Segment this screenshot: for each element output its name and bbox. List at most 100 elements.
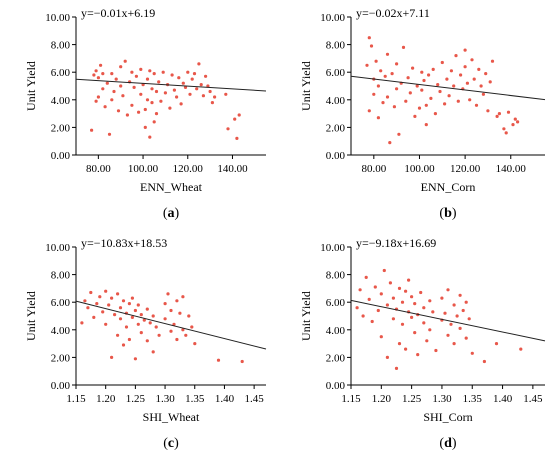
- panel-c: 0.00 2.00 4.00 6.00 8.00 10.00 1.15 1.20 1.25 1.3…: [24, 236, 267, 451]
- y-tick-label: 10.00: [320, 12, 345, 24]
- data-point: [355, 306, 359, 310]
- data-point: [425, 339, 429, 343]
- data-point: [130, 103, 134, 107]
- data-point: [118, 317, 123, 321]
- y-tick-label: 8.00: [326, 270, 346, 282]
- data-point: [163, 317, 167, 321]
- x-tick-label: 80.00: [86, 163, 111, 175]
- data-point: [150, 101, 154, 105]
- data-point: [192, 72, 197, 76]
- x-tick-label: 140.00: [217, 163, 248, 175]
- data-point: [163, 91, 167, 95]
- data-point: [204, 74, 208, 78]
- data-point: [458, 293, 462, 297]
- data-point: [101, 87, 105, 91]
- data-point: [411, 66, 415, 70]
- y-tick-label: 2.00: [326, 352, 346, 364]
- data-point: [193, 342, 197, 346]
- data-point: [482, 359, 486, 364]
- data-point: [121, 343, 126, 347]
- y-tick-label: 2.00: [51, 122, 71, 134]
- data-point: [422, 306, 426, 310]
- y-tick-label: 8.00: [51, 40, 71, 52]
- data-point: [397, 342, 402, 346]
- data-point: [434, 348, 438, 353]
- data-point: [83, 299, 87, 303]
- y-tick-label: 8.00: [51, 270, 71, 282]
- data-point: [463, 65, 467, 69]
- data-point: [110, 355, 114, 359]
- data-point: [95, 302, 99, 306]
- data-point: [143, 107, 147, 112]
- data-point: [468, 98, 472, 102]
- data-point: [124, 325, 129, 329]
- panel-a: 0.00 2.00 4.00 6.00 8.00 10.00 80.00 100.00 120.…: [24, 6, 267, 221]
- data-point: [157, 80, 161, 84]
- data-point: [440, 296, 444, 300]
- data-point: [463, 48, 467, 52]
- data-point: [134, 74, 138, 78]
- data-point: [101, 72, 105, 76]
- data-point: [361, 314, 365, 318]
- data-point: [449, 322, 453, 326]
- data-point: [379, 335, 383, 339]
- data-point: [443, 311, 447, 315]
- data-point: [370, 319, 374, 324]
- data-point: [422, 78, 426, 83]
- data-point: [208, 89, 212, 94]
- data-point: [197, 62, 201, 66]
- data-point: [364, 275, 368, 279]
- data-point: [92, 315, 96, 319]
- data-point: [148, 69, 152, 73]
- data-point: [465, 81, 469, 85]
- data-point: [139, 313, 143, 317]
- x-tick-label: 1.15: [66, 393, 86, 405]
- data-point: [170, 73, 174, 77]
- data-point: [80, 321, 84, 325]
- data-point: [464, 336, 468, 340]
- y-tick-label: 6.00: [326, 67, 346, 79]
- data-point: [392, 105, 396, 109]
- data-point: [504, 131, 508, 135]
- data-point: [488, 80, 492, 84]
- data-point: [136, 322, 140, 326]
- y-tick-label: 10.00: [45, 12, 70, 24]
- data-point: [470, 351, 474, 355]
- panel-caption: (d): [439, 436, 456, 451]
- data-point: [458, 326, 462, 330]
- x-tick-label: 100.00: [128, 163, 159, 175]
- data-point: [107, 303, 111, 307]
- data-point: [172, 322, 176, 326]
- data-point: [367, 109, 371, 113]
- y-tick-label: 6.00: [51, 297, 71, 309]
- data-point: [424, 103, 428, 107]
- data-point: [394, 366, 399, 370]
- x-tick-label: 1.15: [341, 393, 361, 405]
- data-point: [397, 132, 401, 136]
- data-point: [216, 358, 221, 362]
- data-point: [385, 303, 389, 307]
- data-point: [470, 58, 474, 62]
- data-point: [445, 77, 449, 81]
- data-point: [190, 325, 194, 329]
- data-point: [419, 290, 423, 295]
- data-point: [148, 321, 152, 325]
- data-point: [110, 296, 114, 300]
- data-point: [154, 112, 159, 116]
- data-point: [358, 288, 362, 292]
- data-point: [431, 310, 435, 314]
- data-point: [175, 299, 179, 303]
- data-point: [90, 128, 94, 132]
- data-point: [382, 268, 386, 273]
- data-point: [408, 91, 412, 95]
- data-point: [118, 306, 123, 310]
- panel-b: 0.00 2.00 4.00 6.00 8.00 10.00 80.00 100.00 120.…: [299, 6, 546, 221]
- data-point: [420, 88, 424, 92]
- data-point: [169, 329, 173, 333]
- x-tick-label: 1.25: [126, 393, 146, 405]
- y-tick-label: 0.00: [326, 380, 346, 392]
- data-point: [381, 101, 385, 105]
- data-point: [190, 77, 194, 81]
- data-point: [404, 289, 408, 293]
